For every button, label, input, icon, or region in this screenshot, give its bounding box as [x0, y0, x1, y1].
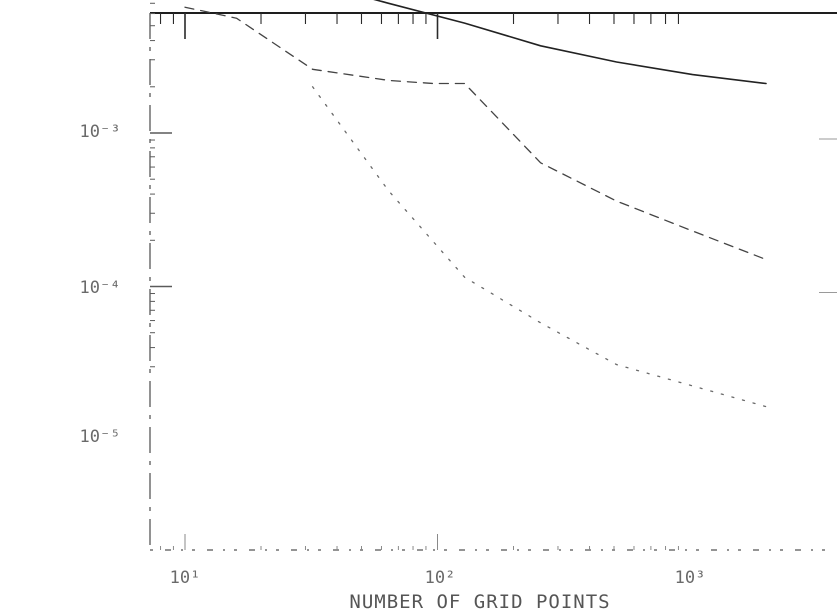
- x-tick-label-1: 10¹: [170, 568, 201, 588]
- series-line-2-dashed: [184, 6, 767, 261]
- y-tick-label-2: 10⁻⁴: [80, 278, 121, 298]
- y-tick-label-3: 10⁻⁵: [80, 427, 121, 447]
- x-tick-label-2: 10²: [425, 568, 456, 588]
- x-tick-label-3: 10³: [675, 568, 706, 588]
- y-tick-label-1: 10⁻³: [80, 122, 121, 142]
- plot-frame: [149, 12, 837, 551]
- axis-labels: 10¹ 10² 10³ 10⁻³ 10⁻⁴ 10⁻⁵ NUMBER OF GRI…: [80, 122, 706, 613]
- x-axis-title: NUMBER OF GRID POINTS: [349, 591, 610, 613]
- series-line-1-solid: [373, 0, 767, 85]
- data-series: [184, 0, 767, 408]
- axis-ticks: [150, 2, 837, 550]
- series-line-3-dotted: [311, 86, 767, 408]
